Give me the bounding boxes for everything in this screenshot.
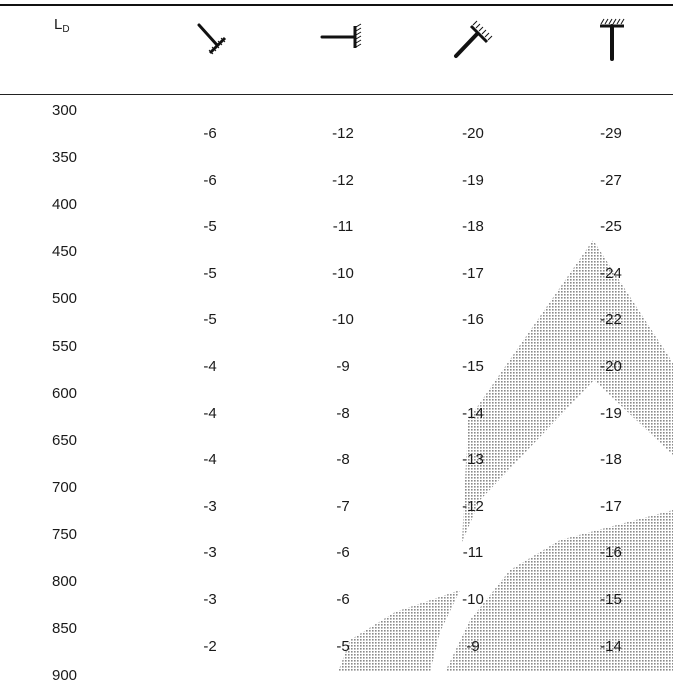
vertical-ceiling-support-icon [600,18,625,61]
table-cell: -5 [336,637,350,655]
table-cell: -4 [203,358,217,375]
shaded-region-upper [462,240,673,542]
table-cell: -5 [203,218,217,236]
table-cell: -3 [203,591,217,608]
row-label-ld: 450 [52,243,78,261]
table-cell: -12 [332,125,354,142]
table-cell: -3 [203,497,217,515]
table-cell: -9 [466,637,480,655]
table-cell: -14 [600,637,622,655]
top-rule [0,4,673,6]
table-cell: -17 [600,497,622,515]
table-cell: -27 [600,171,622,189]
table-cell: -4 [203,451,217,469]
table-cell: -22 [600,311,622,329]
ld-column-header: LD [54,16,70,35]
table-cell: -5 [203,311,217,329]
table-cell: -6 [336,544,350,562]
table-cell: -10 [462,591,484,608]
table-cell: -14 [462,404,484,422]
table-cell: -2 [203,637,217,655]
table-cell: -9 [336,358,350,375]
table-cell: -8 [336,451,350,469]
table-cell: -18 [462,218,484,236]
table-cell: -16 [462,311,484,329]
row-label-ld: 650 [52,431,78,449]
row-label-ld: 500 [52,290,78,308]
table-cell: -5 [203,264,217,282]
horizontal-wall-support-icon [320,23,362,48]
angled-up-right-support-icon [454,20,493,58]
row-label-ld: 300 [52,102,78,119]
table-cell: -4 [203,404,217,422]
header-rule [0,94,673,95]
row-label-ld: 750 [52,525,78,543]
angled-down-right-support-icon [197,23,227,55]
table-cell: -29 [600,125,622,142]
row-label-ld: 550 [52,337,78,355]
table-cell: -25 [600,218,622,236]
table-cell: -20 [600,358,622,375]
table-cell: -24 [600,264,622,282]
table-cell: -12 [332,171,354,189]
table-cell: -13 [462,451,484,469]
row-label-ld: 700 [52,478,78,496]
table-cell: -19 [462,171,484,189]
table-cell: -15 [462,358,484,375]
row-label-ld: 600 [52,384,78,402]
table-cell: -19 [600,404,622,422]
ld-subscript: D [62,24,70,35]
table-cell: -10 [332,311,354,329]
table-cell: -16 [600,544,622,562]
table-cell: -20 [462,125,484,142]
row-label-ld: 350 [52,149,78,167]
table-cell: -8 [336,404,350,422]
table-cell: -11 [462,544,484,562]
table-cell: -18 [600,451,622,469]
table-cell: -15 [600,591,622,608]
ld-main: L [54,16,63,33]
table-cell: -6 [203,171,217,189]
table-cell: -11 [332,218,354,236]
table-cell: -10 [332,264,354,282]
table-cell: -17 [462,264,484,282]
row-label-ld: 900 [52,667,78,685]
table-cell: -3 [203,544,217,562]
table-cell: -7 [336,497,350,515]
row-label-ld: 800 [52,573,78,590]
table-cell: -6 [203,125,217,142]
row-label-ld: 850 [52,620,78,638]
table-cell: -6 [336,591,350,608]
row-label-ld: 400 [52,196,78,214]
table-cell: -12 [462,497,484,515]
